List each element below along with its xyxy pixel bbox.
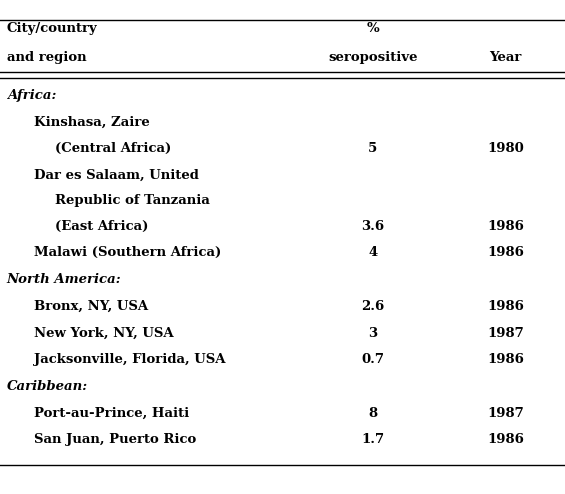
- Text: and region: and region: [7, 51, 86, 64]
- Text: (East Africa): (East Africa): [55, 220, 148, 233]
- Text: 1.7: 1.7: [362, 433, 384, 447]
- Text: Malawi (Southern Africa): Malawi (Southern Africa): [34, 247, 221, 259]
- Text: 8: 8: [368, 407, 377, 420]
- Text: Year: Year: [489, 51, 522, 64]
- Text: (Central Africa): (Central Africa): [55, 142, 171, 155]
- Text: 1986: 1986: [487, 300, 524, 313]
- Text: 1987: 1987: [487, 407, 524, 420]
- Text: North America:: North America:: [7, 273, 121, 286]
- Text: 4: 4: [368, 247, 377, 259]
- Text: Jacksonville, Florida, USA: Jacksonville, Florida, USA: [34, 353, 225, 366]
- Text: Republic of Tanzania: Republic of Tanzania: [55, 194, 210, 207]
- Text: 1986: 1986: [487, 220, 524, 233]
- Text: Port-au-Prince, Haiti: Port-au-Prince, Haiti: [34, 407, 189, 420]
- Text: 1987: 1987: [487, 327, 524, 339]
- Text: Africa:: Africa:: [7, 89, 56, 102]
- Text: 1986: 1986: [487, 247, 524, 259]
- Text: Caribbean:: Caribbean:: [7, 380, 88, 393]
- Text: City/country: City/country: [7, 22, 98, 35]
- Text: 3: 3: [368, 327, 377, 339]
- Text: Dar es Salaam, United: Dar es Salaam, United: [34, 169, 199, 182]
- Text: 5: 5: [368, 142, 377, 155]
- Text: 2.6: 2.6: [361, 300, 385, 313]
- Text: 3.6: 3.6: [362, 220, 384, 233]
- Text: 1986: 1986: [487, 433, 524, 447]
- Text: %: %: [367, 22, 379, 35]
- Text: 1986: 1986: [487, 353, 524, 366]
- Text: Bronx, NY, USA: Bronx, NY, USA: [34, 300, 148, 313]
- Text: 0.7: 0.7: [362, 353, 384, 366]
- Text: seropositive: seropositive: [328, 51, 418, 64]
- Text: 1980: 1980: [487, 142, 524, 155]
- Text: New York, NY, USA: New York, NY, USA: [34, 327, 173, 339]
- Text: San Juan, Puerto Rico: San Juan, Puerto Rico: [34, 433, 196, 447]
- Text: Kinshasa, Zaire: Kinshasa, Zaire: [34, 116, 150, 129]
